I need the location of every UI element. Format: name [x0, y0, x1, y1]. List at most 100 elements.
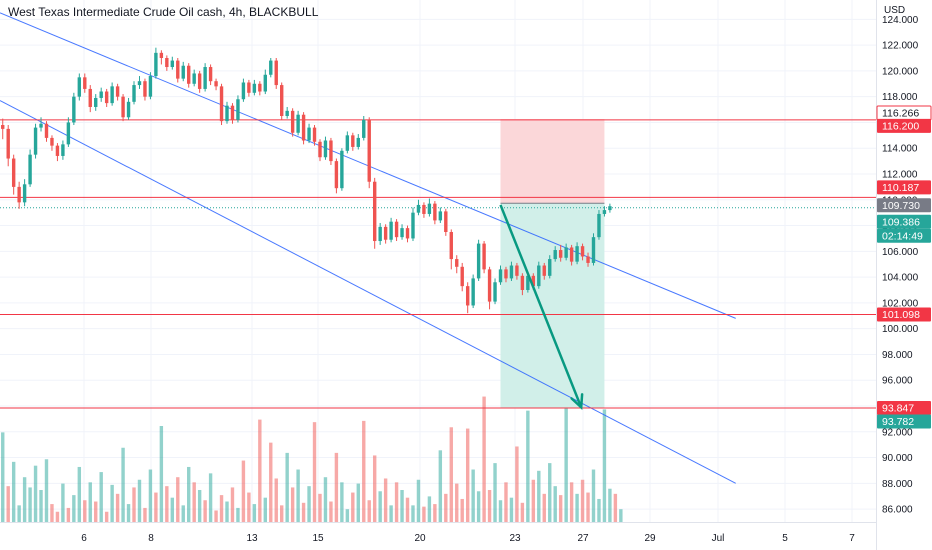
projection-arrow-shaft[interactable] — [499, 204, 583, 408]
volume-bar — [61, 483, 65, 522]
volume-bar — [44, 459, 49, 522]
volume-bar — [542, 493, 546, 522]
volume-bar — [77, 466, 82, 522]
candle-body — [487, 269, 492, 302]
volume-bar — [154, 492, 158, 522]
time-axis[interactable]: 6 8 13 15 20 23 27 29 Jul 5 7 — [0, 522, 876, 545]
trend-channel[interactable] — [0, 12, 736, 484]
candle-body — [104, 91, 109, 104]
volume-bar — [433, 504, 437, 522]
stop-loss-zone[interactable] — [500, 119, 605, 204]
candle-body — [312, 127, 317, 142]
volume-bar — [619, 509, 623, 522]
volume-bar — [72, 495, 76, 522]
price-label-text: 109.386 — [882, 216, 920, 228]
candle-body — [236, 99, 240, 120]
candle-body — [44, 123, 49, 138]
candle-body — [263, 74, 267, 92]
volume-bar — [187, 466, 191, 522]
volume-bar — [383, 478, 388, 522]
projection-arrow[interactable] — [499, 204, 584, 410]
candle-body — [455, 259, 459, 267]
candle-body — [274, 60, 278, 86]
price-label-text: 109.730 — [882, 200, 920, 212]
volume-bar — [219, 495, 224, 522]
volume-bar — [285, 452, 289, 522]
candle-body — [531, 275, 536, 287]
position-zones[interactable] — [500, 119, 605, 408]
candle-body — [509, 265, 514, 279]
candle-body — [345, 135, 350, 151]
volume-bar — [537, 470, 541, 522]
price-tick-label: 112.000 — [882, 170, 918, 181]
candle-body — [449, 232, 453, 260]
volume-bar — [460, 498, 464, 522]
volume-bar — [465, 428, 470, 522]
volume-bar — [400, 490, 404, 522]
price-axis[interactable]: 86.00088.00090.00092.00094.00096.00098.0… — [876, 0, 932, 550]
candle-body — [159, 52, 164, 58]
candle-body — [269, 60, 273, 75]
volume-bar — [340, 482, 344, 522]
candle-body — [553, 250, 557, 260]
price-label: 02:14:49 — [877, 228, 931, 243]
volume-bar — [591, 469, 596, 522]
time-tick-label: 27 — [577, 533, 589, 544]
candle-body — [597, 213, 601, 238]
volume-bar — [345, 509, 350, 522]
candle-body — [389, 221, 393, 240]
volume-bar — [94, 501, 98, 522]
volume-bar — [597, 498, 601, 522]
candle-body — [433, 203, 437, 221]
price-tick-label: 114.000 — [882, 144, 918, 155]
candle-body — [33, 127, 38, 155]
volume-bar — [498, 500, 503, 522]
volume-bar — [422, 506, 426, 522]
candle-body — [17, 186, 21, 203]
volume-bar — [372, 455, 377, 522]
volume-bar — [564, 406, 568, 522]
volume-bar — [427, 496, 432, 522]
candle-body — [307, 127, 311, 141]
projection-arrow-head[interactable] — [570, 393, 584, 410]
channel-lower-line[interactable] — [0, 100, 736, 484]
candle-body — [482, 243, 486, 270]
price-tick-label: 88.000 — [882, 479, 913, 490]
volume-bar — [181, 505, 185, 522]
volume-bar — [569, 482, 574, 522]
volume-bar — [258, 419, 262, 522]
volume-bar — [55, 511, 60, 522]
price-label: 109.730 — [877, 198, 931, 213]
volume-bar — [449, 427, 453, 522]
time-tick-label: 20 — [414, 533, 426, 544]
volume-bar — [526, 410, 530, 522]
volume-bar — [269, 442, 273, 522]
candle-body — [515, 265, 519, 276]
price-label-text: 93.847 — [882, 403, 914, 415]
volume-bar — [197, 490, 202, 522]
volume-bar — [104, 511, 109, 522]
volume-bar — [165, 486, 169, 522]
candle-body — [94, 97, 98, 107]
price-label-text: 110.187 — [882, 182, 919, 194]
volume-bar — [455, 483, 459, 522]
candle-body — [422, 204, 426, 214]
candle-body — [608, 206, 612, 211]
volume-bar — [22, 477, 27, 522]
candle-body — [247, 82, 251, 93]
candle-body — [11, 158, 16, 187]
take-profit-zone[interactable] — [500, 203, 605, 408]
candle-body — [121, 96, 125, 118]
candle-body — [176, 60, 180, 79]
horizontal-levels[interactable] — [0, 119, 876, 409]
candle-body — [99, 91, 103, 98]
price-label: 116.200 — [877, 118, 931, 133]
candle-body — [318, 141, 322, 158]
candle-body — [493, 282, 497, 302]
volume-bar — [312, 422, 317, 522]
candle-body — [362, 119, 366, 138]
candle-body — [170, 60, 175, 68]
volume-bar — [99, 472, 103, 522]
candle-body — [575, 246, 579, 262]
